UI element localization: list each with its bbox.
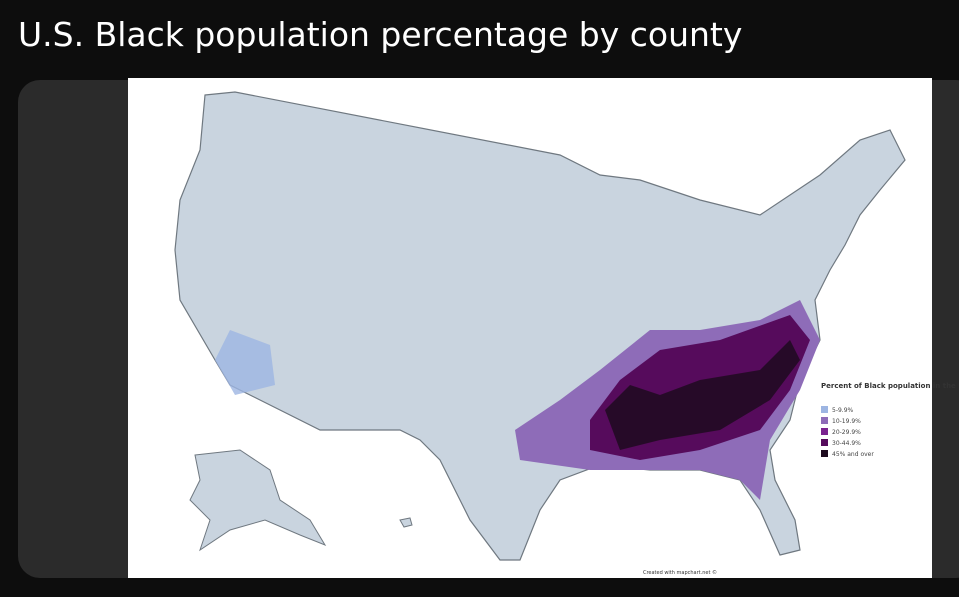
legend-swatch bbox=[821, 439, 828, 446]
legend-label: 45% and over bbox=[832, 451, 874, 458]
legend-swatch bbox=[821, 428, 828, 435]
legend-label: 10-19.9% bbox=[832, 418, 861, 425]
alaska bbox=[189, 449, 327, 552]
legend-swatch bbox=[821, 450, 828, 457]
map bbox=[174, 91, 906, 561]
legend-label: 30-44.9% bbox=[832, 440, 861, 447]
legend-label: 20-29.9% bbox=[832, 429, 861, 436]
hawaii bbox=[399, 517, 413, 528]
legend: 5-9.9% 10-19.9% 20-29.9% 30-44.9% 45% and ov… bbox=[821, 406, 874, 458]
legend-title: Percent of Black population in the USA b… bbox=[821, 382, 959, 390]
legend-label: 5-9.9% bbox=[832, 407, 854, 414]
credit: Created with mapchart.net © bbox=[643, 569, 717, 576]
region bbox=[605, 340, 800, 450]
legend-swatch bbox=[821, 417, 828, 424]
region bbox=[215, 330, 275, 395]
title: U.S. Black population percentage by coun… bbox=[18, 15, 742, 54]
legend-swatch bbox=[821, 406, 828, 413]
